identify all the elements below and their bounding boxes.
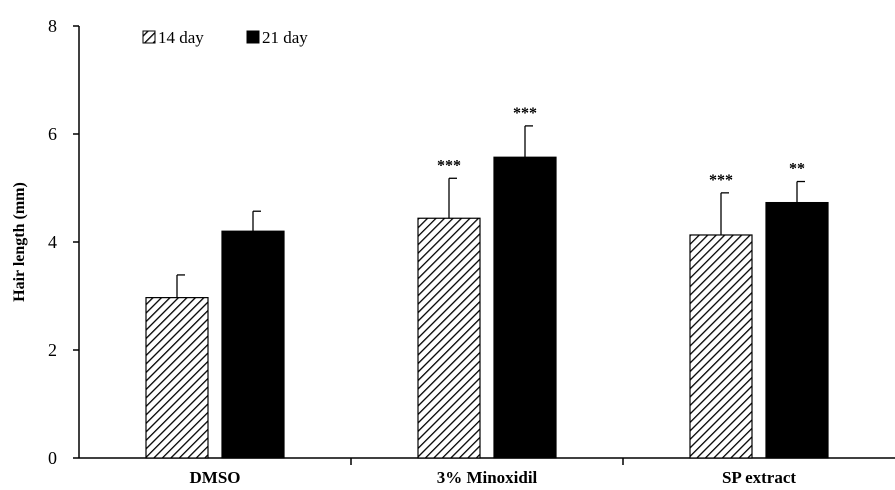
axes: 0 2 4 6 8 DMSO 3% Minoxidil SP extract: [48, 16, 895, 487]
significance-label: ***: [513, 105, 537, 122]
significance-label: ***: [709, 172, 733, 189]
bar: [493, 156, 557, 459]
legend-swatch: [246, 30, 260, 44]
legend-label: 14 day: [158, 28, 204, 47]
x-tick-label: SP extract: [722, 468, 796, 487]
y-tick-label: 2: [48, 340, 57, 360]
bars: ***********: [145, 105, 829, 459]
x-tick-label: DMSO: [190, 468, 241, 487]
y-tick-label: 4: [48, 232, 57, 252]
bar: [145, 297, 209, 459]
bar: [689, 234, 753, 459]
bar: [417, 217, 481, 459]
y-tick-label: 0: [48, 448, 57, 468]
y-axis-title: Hair length (mm): [11, 182, 28, 302]
legend: 14 day 21 day: [142, 28, 308, 47]
significance-label: **: [789, 161, 805, 178]
bar: [765, 201, 829, 459]
legend-label: 21 day: [262, 28, 308, 47]
significance-label: ***: [437, 157, 461, 174]
legend-swatch: [142, 30, 156, 44]
y-tick-label: 8: [48, 16, 57, 36]
bar: [221, 230, 285, 459]
y-tick-label: 6: [48, 124, 57, 144]
x-tick-label: 3% Minoxidil: [437, 468, 538, 487]
